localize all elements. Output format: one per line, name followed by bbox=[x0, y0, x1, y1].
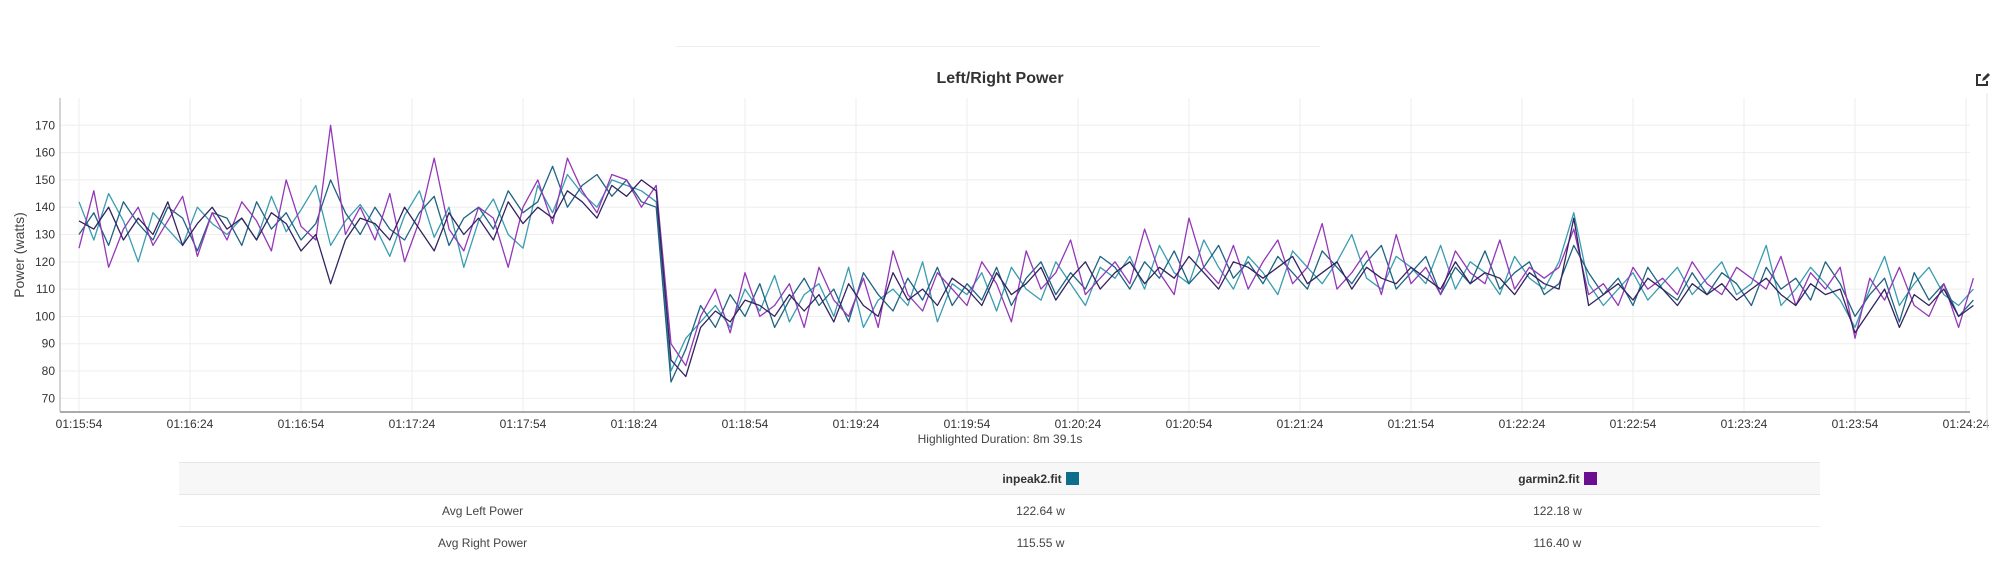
x-tick-label: 01:20:54 bbox=[1166, 417, 1213, 430]
file-name: garmin2.fit bbox=[1518, 471, 1580, 486]
table-row: Avg Right Power 115.55 w 116.40 w bbox=[179, 526, 1820, 559]
x-tick-label: 01:15:54 bbox=[56, 417, 103, 430]
x-tick-label: 01:18:54 bbox=[722, 417, 769, 430]
series-lines bbox=[78, 124, 1975, 383]
grid bbox=[60, 98, 1970, 412]
x-tick-label: 01:22:54 bbox=[1610, 417, 1657, 430]
file-name: inpeak2.fit bbox=[1002, 471, 1062, 486]
x-tick-label: 01:23:54 bbox=[1832, 417, 1879, 430]
y-tick-label: 80 bbox=[42, 364, 56, 378]
y-tick-label: 100 bbox=[35, 309, 55, 323]
x-tick-label: 01:17:54 bbox=[500, 417, 547, 430]
table-row: Avg Left Power 122.64 w 122.18 w bbox=[179, 494, 1820, 527]
cell-value: 115.55 w bbox=[786, 526, 1295, 559]
x-tick-label: 01:24:24 bbox=[1943, 417, 1990, 430]
stats-table: inpeak2.fit garmin2.fit Avg Left Power 1… bbox=[179, 462, 1820, 559]
x-tick-label: 01:20:24 bbox=[1055, 417, 1102, 430]
x-tick-label: 01:19:24 bbox=[833, 417, 880, 430]
x-tick-label: 01:22:24 bbox=[1499, 417, 1546, 430]
color-swatch bbox=[1065, 471, 1079, 485]
x-tick-label: 01:21:24 bbox=[1277, 417, 1324, 430]
axes: 70 80 90 100 110 120 130 140 150 160 170 01:15:54 01… bbox=[35, 93, 1990, 430]
cell-value: 122.64 w bbox=[786, 494, 1295, 527]
header-garmin2: garmin2.fit bbox=[1294, 462, 1820, 495]
series-line-0 bbox=[78, 173, 1974, 372]
y-tick-label: 160 bbox=[35, 146, 55, 160]
y-tick-label: 110 bbox=[36, 282, 55, 296]
series-line-2 bbox=[78, 124, 1975, 367]
series-line-1 bbox=[78, 165, 1974, 383]
line-chart: 70 80 90 100 110 120 130 140 150 160 170 01:15:54 01… bbox=[11, 93, 1990, 430]
x-tick-label: 01:17:24 bbox=[389, 417, 436, 430]
y-tick-label: 150 bbox=[35, 173, 55, 187]
y-tick-label: 170 bbox=[35, 118, 55, 132]
row-label: Avg Left Power bbox=[179, 494, 787, 527]
x-tick-label: 01:16:54 bbox=[278, 417, 325, 430]
cell-value: 116.40 w bbox=[1294, 526, 1820, 559]
table-header-row: inpeak2.fit garmin2.fit bbox=[179, 462, 1820, 495]
highlighted-duration: Highlighted Duration: 8m 39.1s bbox=[917, 432, 1083, 446]
y-tick-label: 120 bbox=[35, 255, 55, 269]
y-axis-label: Power (watts) bbox=[11, 212, 27, 298]
y-tick-label: 70 bbox=[42, 391, 56, 405]
divider bbox=[676, 46, 1320, 47]
header-inpeak2: inpeak2.fit bbox=[786, 462, 1295, 495]
header-empty bbox=[179, 462, 787, 495]
color-swatch bbox=[1583, 471, 1597, 485]
row-label: Avg Right Power bbox=[179, 526, 787, 559]
y-tick-label: 90 bbox=[42, 337, 56, 351]
y-tick-label: 140 bbox=[35, 200, 55, 214]
series-line-3 bbox=[78, 179, 1974, 378]
cell-value: 122.18 w bbox=[1294, 494, 1820, 527]
x-tick-label: 01:18:24 bbox=[611, 417, 658, 430]
chart-title: Left/Right Power bbox=[936, 70, 1064, 87]
x-tick-label: 01:19:54 bbox=[944, 417, 991, 430]
edit-icon[interactable] bbox=[1974, 72, 1990, 88]
y-tick-label: 130 bbox=[35, 228, 55, 242]
x-tick-label: 01:21:54 bbox=[1388, 417, 1435, 430]
x-tick-label: 01:16:24 bbox=[167, 417, 214, 430]
x-tick-label: 01:23:24 bbox=[1721, 417, 1768, 430]
